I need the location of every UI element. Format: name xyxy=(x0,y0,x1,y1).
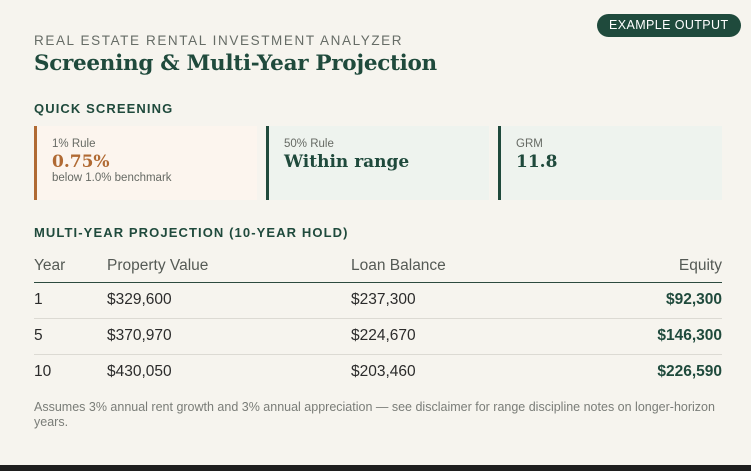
one-percent-rule-card: 1% Rule 0.75% below 1.0% benchmark xyxy=(34,126,257,200)
example-output-badge: EXAMPLE OUTPUT xyxy=(597,14,741,37)
column-header-loan-balance: Loan Balance xyxy=(351,250,591,283)
card-value: 0.75% xyxy=(52,152,110,172)
card-value: 11.8 xyxy=(516,152,558,172)
column-header-equity: Equity xyxy=(591,250,722,283)
cell-loan-balance: $224,670 xyxy=(351,318,591,355)
cell-year: 10 xyxy=(34,363,52,381)
cell-equity: $92,300 xyxy=(591,282,722,319)
projection-table: Year Property Value Loan Balance Equity … xyxy=(34,250,722,390)
card-label: 50% Rule xyxy=(284,138,334,150)
card-label: 1% Rule xyxy=(52,138,96,150)
table-row: 1 $329,600 $237,300 $92,300 xyxy=(34,282,722,319)
cell-loan-balance: $237,300 xyxy=(351,282,591,319)
cell-loan-balance: $203,460 xyxy=(351,363,416,381)
cell-property-value: $370,970 xyxy=(107,318,351,355)
bottom-border xyxy=(0,465,751,471)
cell-year: 1 xyxy=(34,282,107,319)
cell-equity: $146,300 xyxy=(591,318,722,355)
quick-screening-heading: QUICK SCREENING xyxy=(34,101,174,116)
cell-property-value: $430,050 xyxy=(107,363,172,381)
cell-equity: $226,590 xyxy=(657,363,722,381)
table-header-row: Year Property Value Loan Balance Equity xyxy=(34,250,722,283)
fifty-percent-rule-card: 50% Rule Within range xyxy=(266,126,489,200)
cell-property-value: $329,600 xyxy=(107,282,351,319)
footnote: Assumes 3% annual rent growth and 3% ann… xyxy=(34,400,715,429)
projection-heading: MULTI-YEAR PROJECTION (10-YEAR HOLD) xyxy=(34,225,349,240)
grm-card: GRM 11.8 xyxy=(498,126,722,200)
table-row: 5 $370,970 $224,670 $146,300 xyxy=(34,318,722,355)
column-header-year: Year xyxy=(34,250,107,283)
cell-year: 5 xyxy=(34,318,107,355)
column-header-property-value: Property Value xyxy=(107,250,351,283)
card-label: GRM xyxy=(516,138,543,150)
screening-cards: 1% Rule 0.75% below 1.0% benchmark 50% R… xyxy=(34,126,722,200)
table-row: 10 $430,050 $203,460 $226,590 xyxy=(34,354,722,390)
app-eyebrow: REAL ESTATE RENTAL INVESTMENT ANALYZER xyxy=(34,33,404,48)
page-title: Screening & Multi-Year Projection xyxy=(34,51,437,76)
card-note: below 1.0% benchmark xyxy=(52,172,172,184)
card-value: Within range xyxy=(284,152,410,172)
